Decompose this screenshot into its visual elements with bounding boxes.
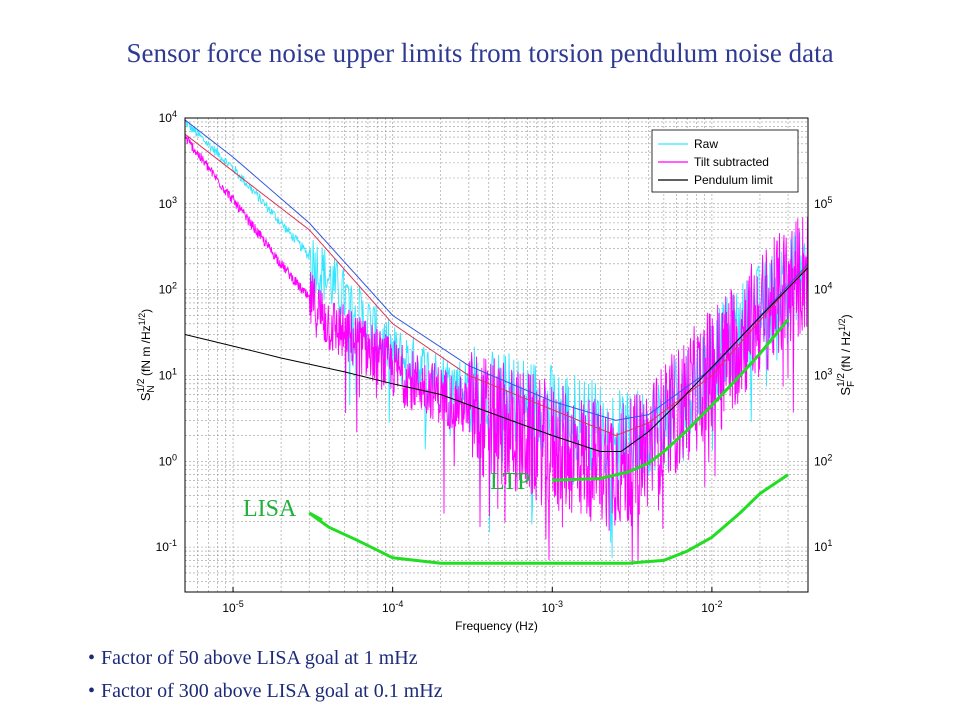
bullet-item: Factor of 50 above LISA goal at 1 mHz	[88, 642, 443, 675]
y-tick-label: 101	[159, 366, 177, 382]
legend-box	[651, 129, 799, 193]
y-tick-label: 10-1	[156, 538, 177, 554]
y-tick-label: 100	[159, 452, 177, 468]
bullet-list: Factor of 50 above LISA goal at 1 mHz Fa…	[88, 642, 443, 708]
y2-axis-label: S1/2F (fN / Hz1/2)	[836, 314, 857, 395]
y-tick-label: 102	[159, 281, 177, 297]
legend-label: Tilt subtracted	[694, 155, 769, 169]
fit-line	[184, 133, 809, 437]
bullet-item: Factor of 300 above LISA goal at 0.1 mHz	[88, 675, 443, 708]
series-layer	[184, 119, 809, 566]
y-axis-label: S1/2N (fN m /Hz1/2)	[136, 309, 157, 401]
y-tick-label: 104	[159, 109, 177, 125]
y2-tick-label: 102	[814, 452, 832, 468]
x-tick-label: 10-3	[542, 599, 563, 615]
curve-ltp	[552, 318, 790, 482]
plot-frame	[184, 117, 809, 593]
y2-tick-label: 101	[814, 538, 832, 554]
annotations: LISA LTP	[243, 318, 790, 565]
x-axis-label: Frequency (Hz)	[455, 619, 538, 633]
x-tick-label: 10-4	[382, 599, 403, 615]
ltp-label: LTP	[490, 469, 530, 495]
y2-tick-label: 103	[814, 366, 832, 382]
fit-line	[184, 119, 809, 421]
legend: Raw Tilt subtracted Pendulum limit	[651, 129, 799, 193]
noise-spectrum-chart: 10-5 10-4 10-3 10-2 10-1 100 101 102 103 104 101 10…	[136, 109, 857, 633]
lisa-label: LISA	[243, 496, 297, 522]
y2-tick-label: 105	[814, 195, 832, 211]
x-tick-label: 10-2	[701, 599, 722, 615]
axis-labels: 10-5 10-4 10-3 10-2 10-1 100 101 102 103 104 101 10…	[136, 109, 857, 633]
series-line	[184, 133, 809, 566]
legend-label: Pendulum limit	[694, 173, 773, 187]
lisa-leader	[308, 511, 323, 522]
x-tick-label: 10-5	[222, 599, 243, 615]
slide-title: Sensor force noise upper limits from tor…	[126, 38, 834, 68]
y2-tick-label: 104	[814, 281, 832, 297]
y-tick-label: 103	[159, 195, 177, 211]
series-line	[184, 267, 809, 452]
legend-label: Raw	[694, 137, 718, 151]
curve-lisa	[308, 473, 789, 565]
